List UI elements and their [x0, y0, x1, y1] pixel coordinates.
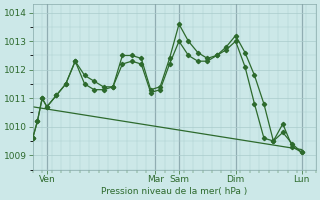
X-axis label: Pression niveau de la mer( hPa ): Pression niveau de la mer( hPa ) — [101, 187, 247, 196]
